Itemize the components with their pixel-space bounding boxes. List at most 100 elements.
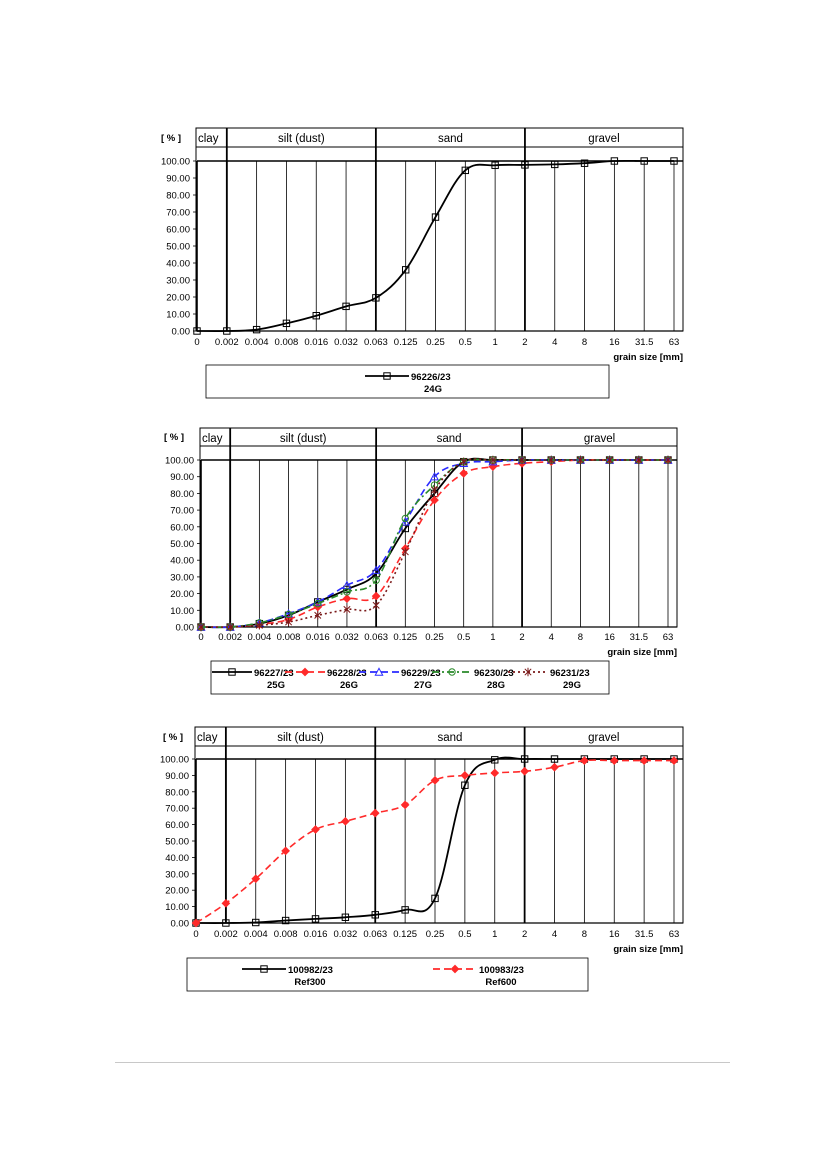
legend-marker [300, 667, 310, 677]
x-tick-label: 63 [669, 337, 680, 348]
y-tick-label: 10.00 [165, 902, 189, 913]
x-tick-label: 0.004 [247, 632, 271, 643]
series-line-24g [196, 159, 674, 332]
y-tick-label: 20.00 [170, 589, 194, 600]
data-point [196, 622, 206, 632]
y-tick-label: 90.00 [170, 472, 194, 483]
y-tick-label: 50.00 [166, 242, 190, 253]
y-tick-label: 40.00 [170, 556, 194, 567]
y-tick-label: 20.00 [166, 293, 190, 304]
data-point [639, 756, 649, 766]
legend-label-29g: 96231/23 [550, 668, 590, 679]
data-point [400, 544, 410, 553]
chart-1: clay silt (dust) sand gravel 0.00 10.00 20.00 3… [161, 127, 684, 399]
data-point [252, 918, 260, 927]
legend-marker [524, 667, 532, 677]
data-point [401, 524, 410, 533]
data-point [281, 846, 290, 856]
data-point [284, 610, 293, 619]
data-point [605, 456, 614, 464]
data-point [284, 615, 293, 624]
y-tick-label: 0.00 [171, 919, 190, 930]
data-point [401, 266, 410, 274]
data-point [551, 160, 559, 169]
data-point [225, 622, 235, 631]
data-point [575, 455, 585, 464]
data-point [550, 755, 559, 763]
data-point [430, 481, 439, 489]
band-label-gravel: gravel [588, 732, 619, 744]
data-point [284, 611, 293, 620]
legend-label-24g: 96226/23 [411, 372, 451, 383]
data-point [546, 457, 556, 467]
data-point [605, 455, 615, 464]
x-tick-label: 16 [609, 929, 620, 940]
x-tick-label: 0.125 [393, 929, 417, 940]
x-tick-label: 0.016 [306, 632, 330, 643]
x-tick-label: 8 [582, 929, 587, 940]
band-label-siltdust: silt (dust) [277, 732, 324, 744]
x-axis-label: grain size [mm] [613, 352, 683, 363]
data-point [609, 756, 619, 766]
plot-frame [194, 726, 684, 924]
x-tick-label: 0.002 [215, 337, 239, 348]
band-label-sand: sand [437, 433, 462, 445]
series-line-ref600 [195, 759, 675, 924]
data-point [670, 755, 678, 763]
chart-2: clay silt (dust) sand gravel 0.00 10.00 20.00 3… [164, 427, 678, 695]
data-point [312, 312, 320, 320]
y-tick-label: 40.00 [166, 259, 190, 270]
data-point [372, 569, 380, 578]
band-label-clay: clay [198, 133, 219, 145]
series-26g [196, 455, 673, 632]
legend-label-26g: 96228/23 [327, 668, 367, 679]
x-tick-label: 0.125 [393, 632, 417, 643]
y-tick-label: 30.00 [170, 572, 194, 583]
x-tick-label: 0.004 [245, 337, 269, 348]
data-point [197, 623, 205, 631]
x-tick-label: 0.008 [274, 929, 298, 940]
legend-sublabel-ref600: Ref600 [485, 977, 516, 988]
data-point [546, 455, 556, 464]
data-point [221, 898, 231, 908]
data-point [371, 591, 381, 601]
data-point [341, 816, 350, 826]
x-tick-label: 0.004 [244, 929, 268, 940]
data-point [489, 456, 497, 464]
y-axis-label: [ % ] [164, 432, 184, 443]
x-tick-label: 0 [198, 632, 203, 643]
x-axis-label: grain size [mm] [613, 944, 683, 955]
data-point [460, 457, 468, 466]
data-point [635, 456, 643, 464]
x-tick-label: 0.5 [459, 337, 472, 348]
data-point [518, 456, 526, 464]
data-point [431, 894, 439, 903]
data-point [197, 622, 205, 632]
y-tick-label: 10.00 [166, 310, 190, 321]
data-point [401, 514, 410, 523]
data-point [343, 588, 351, 596]
data-point [580, 755, 589, 763]
data-point [517, 458, 527, 468]
series-line-29g [200, 458, 668, 628]
legend-sublabel-ref300: Ref300 [294, 977, 325, 988]
x-tick-label: 0.5 [457, 632, 470, 643]
series-25g [197, 456, 672, 631]
y-tick-label: 100.00 [160, 755, 189, 766]
data-point [400, 517, 410, 526]
band-label-siltdust: silt (dust) [278, 133, 325, 145]
data-point [255, 619, 264, 628]
x-tick-label: 0 [194, 337, 199, 348]
x-tick-label: 4 [552, 929, 557, 940]
legend-box [186, 957, 589, 992]
data-point [313, 597, 323, 606]
x-tick-label: 0.063 [364, 632, 388, 643]
y-tick-label: 0.00 [172, 327, 191, 338]
data-point [193, 327, 201, 335]
data-point [520, 766, 529, 776]
data-point [605, 455, 614, 465]
